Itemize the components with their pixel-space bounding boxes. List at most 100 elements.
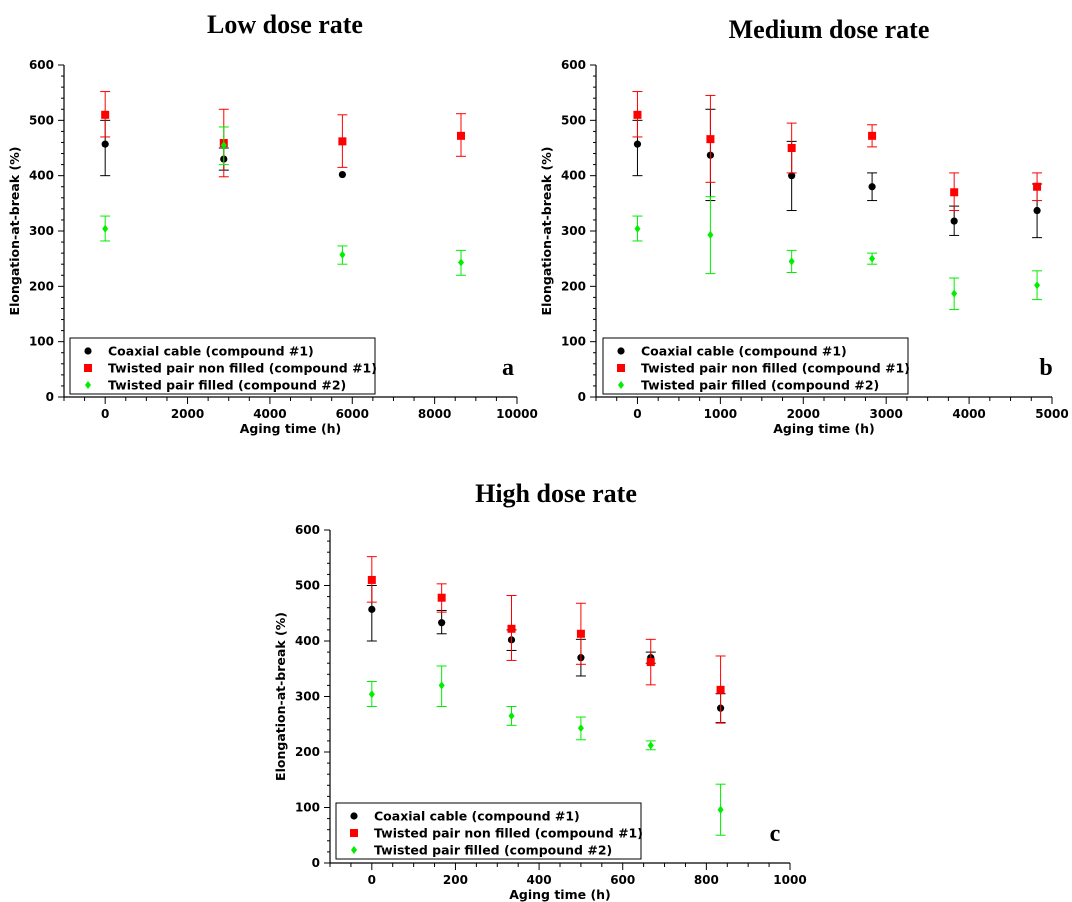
x-axis-label: Aging time (h)	[509, 887, 611, 902]
y-axis-label: Elongation-at-break (%)	[273, 612, 288, 781]
legend-label: Coaxial cable (compound #1)	[108, 344, 314, 359]
data-point	[950, 188, 959, 197]
legend: Coaxial cable (compound #1) Twisted pair …	[335, 802, 643, 860]
legend-marker	[617, 364, 625, 372]
legend-box	[69, 337, 376, 395]
data-point	[647, 741, 654, 750]
legend-label: Twisted pair non filled (compound #1)	[108, 361, 377, 376]
data-point	[951, 289, 958, 298]
series-2	[632, 196, 1043, 311]
x-tick-label: 0	[633, 407, 641, 421]
x-tick-label: 600	[610, 873, 635, 887]
legend-label: Twisted pair filled (compound #2)	[108, 378, 346, 393]
legend-label: Twisted pair non filled (compound #1)	[374, 826, 643, 841]
data-point	[368, 605, 376, 613]
x-tick-label: 0	[101, 407, 109, 421]
y-tick-label: 0	[578, 390, 586, 404]
y-tick-label: 300	[295, 690, 320, 704]
data-point	[788, 257, 795, 266]
chart-title: High dose rate	[475, 479, 637, 508]
legend-label: Twisted pair filled (compound #2)	[374, 843, 612, 858]
data-point	[507, 624, 516, 633]
data-point	[438, 619, 446, 627]
data-point	[437, 593, 446, 602]
data-point	[706, 135, 715, 144]
legend-label: Coaxial cable (compound #1)	[374, 809, 580, 824]
y-tick-label: 400	[295, 634, 320, 648]
data-point	[787, 144, 796, 152]
y-tick-label: 0	[312, 856, 320, 870]
y-tick-label: 400	[29, 169, 54, 183]
y-tick-label: 300	[561, 224, 586, 238]
y-tick-label: 600	[29, 58, 54, 72]
y-tick-label: 100	[295, 801, 320, 815]
y-tick-label: 100	[561, 335, 586, 349]
y-tick-label: 200	[561, 279, 586, 293]
series-2	[366, 665, 726, 836]
data-point	[338, 170, 346, 179]
data-point	[338, 137, 347, 146]
data-point	[869, 254, 876, 263]
data-point	[1034, 281, 1041, 290]
series-0	[100, 119, 346, 179]
legend-label: Coaxial cable (compound #1)	[641, 344, 847, 359]
x-tick-label: 800	[694, 873, 719, 887]
y-axis-label: Elongation-at-break (%)	[7, 147, 22, 316]
legend-marker	[618, 381, 624, 389]
data-point	[577, 724, 584, 733]
data-point	[438, 681, 445, 690]
series-1	[100, 91, 466, 178]
x-tick-label: 4000	[952, 407, 985, 421]
x-tick-label: 10000	[496, 407, 538, 421]
legend-marker	[84, 347, 92, 355]
panel-letter: a	[502, 355, 514, 381]
legend-marker	[351, 846, 357, 854]
data-point	[102, 224, 109, 233]
data-point	[339, 250, 346, 259]
legend-marker	[350, 812, 358, 820]
data-point	[717, 805, 724, 814]
y-tick-label: 100	[29, 335, 54, 349]
series-0	[366, 585, 726, 724]
legend-box	[602, 337, 909, 395]
x-tick-label: 3000	[869, 407, 902, 421]
y-tick-label: 500	[561, 113, 586, 127]
panel-letter: c	[770, 821, 781, 847]
x-tick-label: 2000	[171, 407, 204, 421]
legend-marker	[617, 347, 625, 355]
x-tick-label: 1000	[773, 873, 806, 887]
x-tick-label: 4000	[253, 407, 286, 421]
data-point	[457, 258, 464, 267]
y-tick-label: 500	[29, 113, 54, 127]
series-2	[100, 126, 466, 276]
legend-label: Twisted pair non filled (compound #1)	[641, 361, 910, 376]
panel-letter: b	[1039, 355, 1052, 381]
data-point	[101, 140, 109, 148]
legend-marker	[350, 829, 358, 837]
x-axis-label: Aging time (h)	[240, 421, 342, 436]
data-point	[707, 230, 714, 239]
data-point	[1033, 206, 1041, 215]
legend-marker	[84, 364, 92, 372]
data-point	[633, 140, 642, 148]
data-point	[716, 685, 725, 694]
y-tick-label: 500	[295, 579, 320, 593]
y-tick-label: 600	[295, 523, 320, 537]
y-tick-label: 300	[29, 224, 54, 238]
data-point	[456, 131, 465, 140]
legend-label: Twisted pair filled (compound #2)	[641, 378, 879, 393]
data-point	[633, 110, 642, 119]
legend: Coaxial cable (compound #1) Twisted pair …	[602, 337, 910, 395]
x-tick-label: 0	[368, 873, 376, 887]
data-point	[367, 575, 376, 584]
data-point	[868, 131, 877, 140]
data-point	[368, 690, 375, 699]
x-tick-label: 2000	[787, 407, 820, 421]
x-tick-label: 1000	[704, 407, 737, 421]
series-1	[366, 556, 726, 724]
data-point	[101, 110, 110, 119]
y-axis-label: Elongation-at-break (%)	[539, 147, 554, 316]
data-point	[220, 141, 227, 150]
x-tick-label: 200	[443, 873, 468, 887]
chart-panel-c: High dose rate 0 100 200 300 400 500 600 0 200 400…	[273, 479, 807, 902]
